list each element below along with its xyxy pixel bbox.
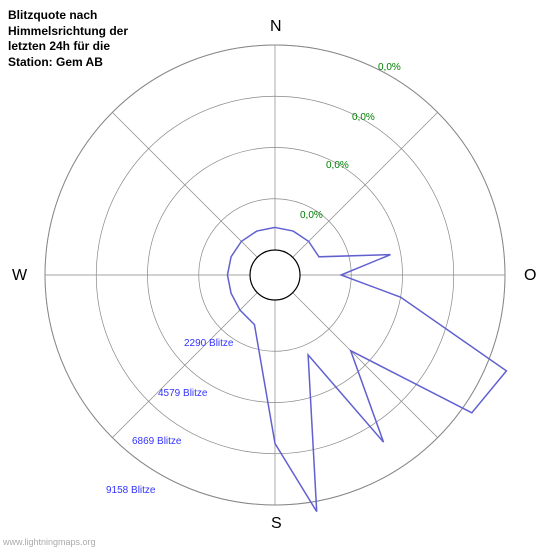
ring-label-2: 0,0% <box>352 112 375 123</box>
ring-label-1: 0,0% <box>326 160 349 171</box>
polar-chart <box>0 0 550 550</box>
compass-n: N <box>270 18 282 36</box>
ring-label-0: 0,0% <box>300 210 323 221</box>
blitze-label-1: 4579 Blitze <box>158 388 207 399</box>
blitze-label-2: 6869 Blitze <box>132 436 181 447</box>
ring-label-3: 0,0% <box>378 62 401 73</box>
compass-s: S <box>271 515 282 533</box>
blitze-label-3: 9158 Blitze <box>106 485 155 496</box>
chart-title: Blitzquote nach Himmelsrichtung der letz… <box>8 8 148 70</box>
source-attribution: www.lightningmaps.org <box>3 537 96 547</box>
compass-o: O <box>524 267 536 285</box>
compass-w: W <box>12 267 27 285</box>
blitze-label-0: 2290 Blitze <box>184 338 233 349</box>
